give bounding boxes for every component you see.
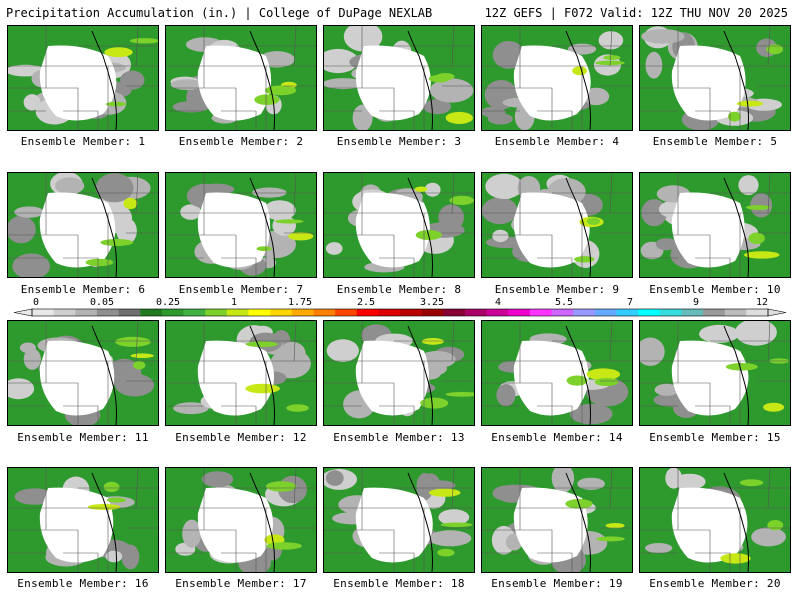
- colorbar-swatch: [270, 309, 293, 316]
- run-valid-time: 12Z GEFS | F072 Valid: 12Z THU NOV 20 20…: [484, 6, 788, 20]
- colorbar-swatch: [551, 309, 574, 316]
- colorbar-swatch: [291, 309, 314, 316]
- ensemble-member-map: [323, 467, 475, 573]
- ensemble-member-label: Ensemble Member: 1: [20, 135, 146, 148]
- colorbar-tick-label: 7: [626, 297, 634, 308]
- ensemble-member-map: [165, 172, 317, 278]
- ensemble-member-map: [323, 320, 475, 426]
- ensemble-member-map: [165, 25, 317, 131]
- ensemble-member-map: [7, 467, 159, 573]
- colorbar-swatch: [140, 309, 163, 316]
- colorbar-swatch: [724, 309, 747, 316]
- colorbar-tick-label: 12: [755, 297, 769, 308]
- ensemble-member-label: Ensemble Member: 8: [336, 283, 462, 296]
- ensemble-member-map: [481, 25, 633, 131]
- ensemble-member-map: [165, 467, 317, 573]
- colorbar-swatch: [400, 309, 422, 316]
- colorbar-swatch: [443, 309, 466, 316]
- colorbar-swatch: [313, 309, 336, 316]
- ensemble-member-map: [639, 320, 791, 426]
- ensemble-member-label: Ensemble Member: 13: [333, 431, 465, 444]
- ensemble-member-map: [7, 25, 159, 131]
- ensemble-member-label: Ensemble Member: 20: [649, 577, 781, 590]
- colorbar-swatch: [226, 309, 249, 316]
- colorbar-swatch: [594, 309, 617, 316]
- colorbar-swatch: [746, 309, 769, 316]
- ensemble-member-label: Ensemble Member: 6: [20, 283, 146, 296]
- ensemble-member-map: [481, 172, 633, 278]
- precip-colorbar: [13, 308, 787, 317]
- colorbar-swatch: [378, 309, 401, 316]
- colorbar-tick-label: 3.25: [419, 297, 445, 308]
- colorbar-tick-label: 1.75: [287, 297, 313, 308]
- colorbar-swatch: [486, 309, 509, 316]
- ensemble-member-label: Ensemble Member: 18: [333, 577, 465, 590]
- ensemble-member-label: Ensemble Member: 11: [17, 431, 149, 444]
- colorbar-swatch: [118, 309, 141, 316]
- ensemble-member-label: Ensemble Member: 16: [17, 577, 149, 590]
- colorbar-swatch: [248, 309, 271, 316]
- colorbar-swatch: [75, 309, 98, 316]
- colorbar-tick-label: 0.25: [155, 297, 181, 308]
- ensemble-member-map: [481, 320, 633, 426]
- ensemble-member-label: Ensemble Member: 10: [649, 283, 781, 296]
- ensemble-member-label: Ensemble Member: 17: [175, 577, 307, 590]
- colorbar-swatch: [32, 309, 54, 316]
- map-title: Precipitation Accumulation (in.) | Colle…: [6, 6, 433, 20]
- colorbar-swatch: [529, 309, 552, 316]
- ensemble-member-label: Ensemble Member: 12: [175, 431, 307, 444]
- colorbar-swatch: [638, 309, 661, 316]
- ensemble-member-map: [323, 172, 475, 278]
- colorbar-tick-label: 9: [692, 297, 700, 308]
- ensemble-member-label: Ensemble Member: 5: [652, 135, 778, 148]
- ensemble-member-label: Ensemble Member: 19: [491, 577, 623, 590]
- colorbar-swatch: [96, 309, 119, 316]
- colorbar-swatch: [161, 309, 184, 316]
- colorbar-swatch: [508, 309, 531, 316]
- ensemble-member-label: Ensemble Member: 4: [494, 135, 620, 148]
- colorbar-swatch: [335, 309, 358, 316]
- colorbar-tick-label: 1: [230, 297, 238, 308]
- ensemble-member-label: Ensemble Member: 14: [491, 431, 623, 444]
- ensemble-member-map: [481, 467, 633, 573]
- ensemble-member-map: [639, 25, 791, 131]
- colorbar-min-arrow: [13, 308, 33, 317]
- colorbar-swatch: [616, 309, 639, 316]
- ensemble-member-map: [639, 467, 791, 573]
- colorbar-swatch: [659, 309, 682, 316]
- ensemble-member-map: [7, 172, 159, 278]
- colorbar-swatch: [205, 309, 228, 316]
- colorbar-swatch: [53, 309, 76, 316]
- colorbar-tick-label: 4: [494, 297, 502, 308]
- colorbar-swatch: [703, 309, 726, 316]
- colorbar-swatch: [573, 309, 596, 316]
- colorbar-tick-label: 0.05: [89, 297, 115, 308]
- ensemble-member-label: Ensemble Member: 3: [336, 135, 462, 148]
- ensemble-member-label: Ensemble Member: 9: [494, 283, 620, 296]
- ensemble-member-map: [165, 320, 317, 426]
- colorbar-swatch: [183, 309, 206, 316]
- ensemble-member-label: Ensemble Member: 7: [178, 283, 304, 296]
- colorbar-swatch: [681, 309, 704, 316]
- colorbar-max-arrow: [767, 308, 787, 317]
- ensemble-member-map: [7, 320, 159, 426]
- colorbar-tick-label: 5.5: [554, 297, 574, 308]
- ensemble-member-label: Ensemble Member: 15: [649, 431, 781, 444]
- colorbar-swatch: [464, 309, 487, 316]
- ensemble-member-map: [323, 25, 475, 131]
- colorbar-swatch: [421, 309, 444, 316]
- colorbar-tick-label: 0: [32, 297, 40, 308]
- ensemble-member-label: Ensemble Member: 2: [178, 135, 304, 148]
- ensemble-member-map: [639, 172, 791, 278]
- colorbar-tick-label: 2.5: [356, 297, 376, 308]
- colorbar-swatch: [356, 309, 379, 316]
